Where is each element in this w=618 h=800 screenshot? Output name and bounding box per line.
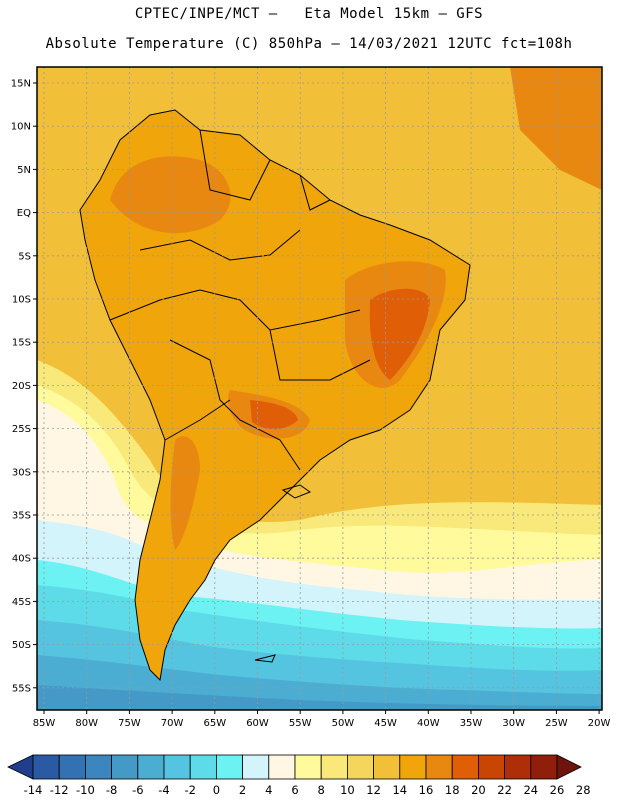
colorbar-label: 22 [497,783,512,797]
longitude-tick-label: 50W [332,718,355,729]
colorbar-label: 14 [392,783,407,797]
colorbar-swatch [294,754,322,780]
country-borders [79,109,471,682]
colorbar-label: 4 [265,783,272,797]
colorbar-label: 0 [213,783,220,797]
longitude-tick-label: 30W [502,718,525,729]
colorbar-swatch [32,754,60,780]
colorbar-label: 12 [366,783,381,797]
longitude-tick-label: 25W [545,718,568,729]
latitude-tick-label: 30S [12,467,31,478]
hot-region [170,436,200,550]
longitude-tick-label: 20W [588,718,611,729]
longitude-tick-label: 60W [246,718,269,729]
latitude-tick-label: 15S [12,338,31,349]
colorbar-swatch [58,754,86,780]
colorbar-label: 6 [291,783,298,797]
latitude-tick-label: 5N [17,165,31,176]
longitude-tick-label: 70W [161,718,184,729]
colorbar-swatch [346,754,374,780]
colorbar-swatch [242,754,270,780]
latitude-tick-label: 50S [12,640,31,651]
latitude-tick-label: 10N [11,122,31,133]
colorbar-swatch [111,754,139,780]
colorbar-swatch [504,754,532,780]
colorbar-swatch [215,754,243,780]
latitude-tick-label: 15N [11,79,31,90]
islands [254,484,312,663]
longitude-tick-label: 85W [33,718,56,729]
hottest-region [250,400,298,430]
map-subtitle: Absolute Temperature (C) 850hPa – 14/03/… [45,36,573,52]
longitude-tick-label: 35W [460,718,483,729]
colorbar-label: 24 [523,783,538,797]
colorbar-swatch [477,754,505,780]
longitude-tick-label: 55W [289,718,312,729]
colorbar-label: 18 [445,783,460,797]
longitude-tick-label: 65W [203,718,226,729]
colorbar-swatch [137,754,165,780]
colorbar-swatch [373,754,401,780]
colorbar-high-arrow [556,754,582,780]
colorbar-label: 26 [550,783,565,797]
longitude-tick-label: 45W [374,718,397,729]
map-title: CPTEC/INPE/MCT – Eta Model 15km – GFS [134,6,484,22]
colorbar-label: -14 [24,783,43,797]
colorbar-label: -12 [50,783,69,797]
latitude-tick-label: 45S [12,597,31,608]
colorbar-swatch [268,754,296,780]
colorbar-label: 2 [239,783,246,797]
latitude-tick-label: 55S [12,683,31,694]
colorbar-label: -10 [76,783,95,797]
colorbar-swatch [189,754,217,780]
colorbar-swatch [530,754,558,780]
colorbar-label: -4 [158,783,169,797]
colorbar-label: 10 [340,783,355,797]
temperature-colorbar: -14 -12 -10 -8 -6 -4 -2 0 2 4 6 8 10 12 14 16 18 20 22 24 26… [7,754,591,797]
colorbar-label: 20 [471,783,486,797]
colorbar-swatch [399,754,427,780]
colorbar-label: 28 [576,783,591,797]
latitude-tick-label: 20S [12,381,31,392]
colorbar-swatch [425,754,453,780]
latitude-tick-label: 40S [12,554,31,565]
latitude-axis: 15N 10N 5N EQ 5S 10S 15S 20S 25S 30S 35S 40S 45S 50S 5… [11,79,37,694]
cool-band [37,685,602,710]
colorbar-swatch [320,754,348,780]
latitude-tick-label: 35S [12,511,31,522]
longitude-tick-label: 75W [118,718,141,729]
colorbar-label: -8 [106,783,117,797]
latitude-tick-label: EQ [17,208,31,219]
latitude-tick-label: 25S [12,424,31,435]
colorbar-low-arrow [7,754,34,780]
colorbar-swatch [451,754,479,780]
hottest-region [369,288,430,380]
longitude-tick-label: 80W [75,718,98,729]
colorbar-label: 16 [419,783,434,797]
colorbar-swatch [163,754,191,780]
longitude-axis: 85W 80W 75W 70W 65W 60W 55W 50W 45W 40W 35W 30W 25W 2… [33,710,611,729]
map-frame [36,66,603,711]
latitude-tick-label: 10S [12,295,31,306]
colorbar-label: -6 [132,783,143,797]
colorbar-label: -2 [184,783,195,797]
latitude-tick-label: 5S [18,251,31,262]
temperature-field [37,67,602,710]
colorbar-swatch [85,754,113,780]
longitude-tick-label: 40W [417,718,440,729]
hot-region [110,156,231,234]
colorbar-label: 8 [318,783,325,797]
grid-lines [37,67,602,710]
